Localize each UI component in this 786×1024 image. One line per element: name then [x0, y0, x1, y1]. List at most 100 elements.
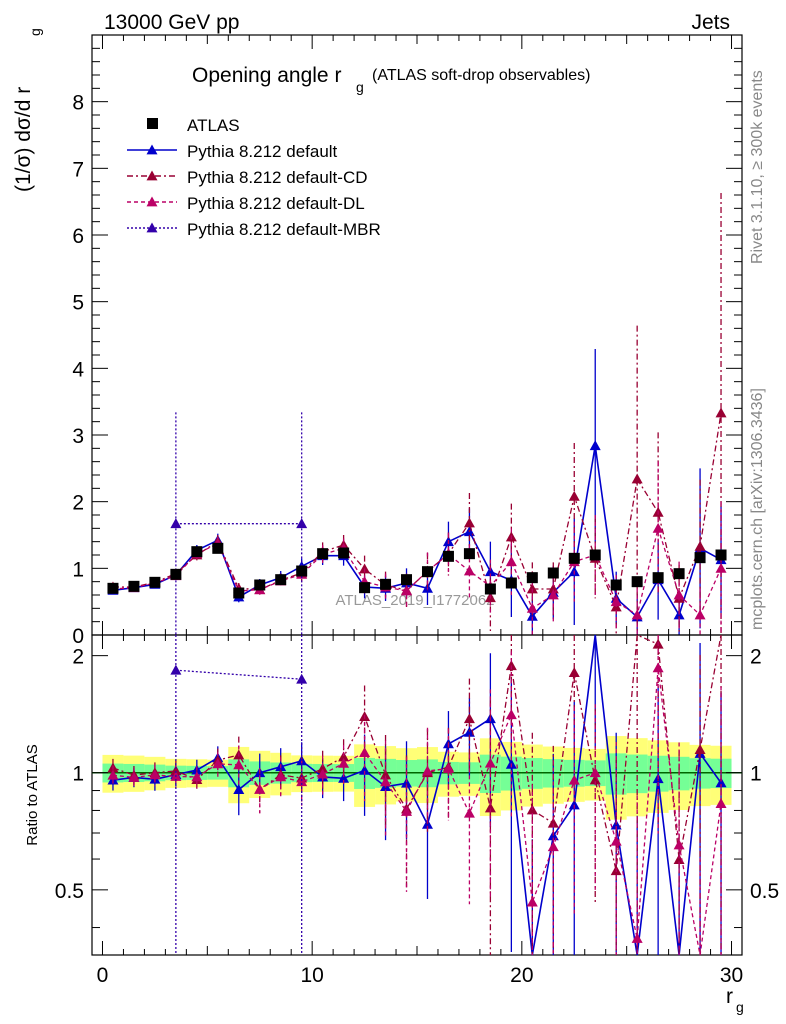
- ratio-series-marker: [233, 759, 245, 770]
- ratio-series-marker: [233, 784, 245, 795]
- ratio-series-marker: [568, 799, 580, 810]
- ratio-series-marker: [421, 765, 433, 776]
- series-marker: [694, 540, 706, 551]
- atlas-marker: [568, 552, 580, 564]
- ratio-series-marker: [338, 751, 350, 762]
- rivet-label: Rivet 3.1.10, ≥ 300k events: [749, 70, 766, 264]
- series-marker: [296, 518, 308, 529]
- ylabel-main: (1/σ) dσ/d r: [12, 87, 35, 192]
- atlas-marker: [715, 549, 727, 561]
- ratio-series-marker: [442, 763, 454, 773]
- ratio-series-marker: [505, 709, 517, 720]
- header-right: Jets: [691, 11, 730, 34]
- atlas-marker: [296, 565, 308, 577]
- ratio-series-4: [170, 635, 308, 955]
- ratio-series-marker: [505, 660, 517, 671]
- y-tick-label: 4: [72, 358, 84, 381]
- ratio-series-marker: [715, 798, 727, 808]
- series-marker: [526, 610, 538, 621]
- series-marker: [673, 589, 685, 600]
- legend-label: Pythia 8.212 default-CD: [187, 168, 368, 187]
- ratio-series-marker: [359, 764, 371, 775]
- y-tick-label: 2: [72, 492, 84, 515]
- mcplots-label: mcplots.cern.ch [arXiv:1306.3436]: [749, 388, 766, 630]
- ratio-panel: 0.5 0.5 1 1 2 2 Ratio to ATLAS: [24, 634, 779, 956]
- atlas-marker: [442, 550, 454, 562]
- ratio-series-line: [175, 669, 302, 680]
- series-marker: [547, 589, 559, 600]
- ratio-series-marker: [296, 673, 308, 684]
- ratio-series-marker: [463, 713, 475, 724]
- ratio-series-marker: [128, 771, 140, 782]
- ylabel-sub: g: [27, 28, 43, 36]
- legend-marker: [146, 170, 158, 181]
- x-axis: 0 10 20 30: [97, 964, 744, 987]
- ratio-series-marker: [149, 769, 161, 780]
- ratio-series-marker: [673, 839, 685, 850]
- atlas-marker: [610, 579, 622, 591]
- atlas-marker: [673, 568, 685, 580]
- ratio-frame: [91, 634, 743, 956]
- atlas-marker: [631, 576, 643, 588]
- ratio-series-marker: [107, 769, 119, 780]
- ratio-tick-label-right: 1: [750, 763, 762, 786]
- legend-marker: [146, 144, 158, 155]
- ratio-series-marker: [589, 774, 601, 785]
- atlas-marker: [128, 580, 140, 592]
- x-tick-label: 10: [300, 964, 323, 987]
- legend-marker: [146, 222, 158, 233]
- atlas-marker: [338, 547, 350, 559]
- series-marker: [631, 609, 643, 620]
- ratio-series-marker: [484, 802, 496, 813]
- ratio-series-marker: [212, 758, 224, 769]
- ratio-series-marker: [568, 667, 580, 678]
- series-marker: [526, 602, 538, 613]
- ratio-tick-label-right: 2: [750, 646, 762, 669]
- title-extra: (ATLAS soft-drop observables): [372, 67, 590, 84]
- ratio-series-marker: [631, 932, 643, 943]
- series-marker: [568, 490, 580, 501]
- ratio-series-marker: [296, 776, 308, 787]
- atlas-marker: [421, 566, 433, 578]
- series-marker: [170, 518, 182, 529]
- series-line: [112, 412, 722, 610]
- atlas-marker: [233, 587, 245, 599]
- series-atlas: [107, 542, 727, 599]
- chart-title: Opening angle r g (ATLAS soft-drop obser…: [192, 64, 590, 95]
- ratio-series-marker: [107, 774, 119, 785]
- xlabel-main: r: [726, 985, 733, 1008]
- legend-marker-atlas: [147, 118, 158, 129]
- atlas-marker: [526, 572, 538, 584]
- series-marker: [610, 596, 622, 607]
- series-marker: [652, 522, 664, 533]
- atlas-marker: [149, 576, 161, 588]
- watermark: ATLAS_2019_I1772062: [335, 592, 494, 609]
- ratio-series-marker: [401, 777, 413, 788]
- series-marker: [715, 407, 727, 418]
- legend-label: Pythia 8.212 default-DL: [187, 194, 365, 213]
- ratio-series-marker: [652, 662, 664, 673]
- series-4: [170, 412, 308, 635]
- ratio-series-marker: [359, 747, 371, 757]
- series-marker: [694, 609, 706, 620]
- atlas-marker: [652, 572, 664, 584]
- y-tick-label: 8: [72, 92, 84, 115]
- ratio-series-marker: [338, 772, 350, 783]
- x-axis-label: r g: [726, 985, 744, 1015]
- y-axis-label: (1/σ) dσ/d r g: [12, 28, 43, 192]
- ratio-series-marker: [526, 896, 538, 907]
- ratio-series-marker: [254, 783, 266, 794]
- y-tick-label: 6: [72, 225, 84, 248]
- y-tick-label: 5: [72, 292, 84, 315]
- legend-label: ATLAS: [187, 116, 240, 135]
- series-marker: [463, 565, 475, 576]
- series-2: [107, 193, 727, 634]
- ratio-series-marker: [170, 664, 182, 675]
- header-left: 13000 GeV pp: [104, 11, 239, 34]
- ratio-tick-label-right: 0.5: [750, 880, 779, 903]
- atlas-marker: [380, 578, 392, 590]
- main-panel: 0 1 2 3 4 5 6 7 8 ATLAS_2019_I1772062 Opening an…: [12, 28, 743, 955]
- atlas-marker: [191, 546, 203, 558]
- x-tick-label: 30: [720, 964, 743, 987]
